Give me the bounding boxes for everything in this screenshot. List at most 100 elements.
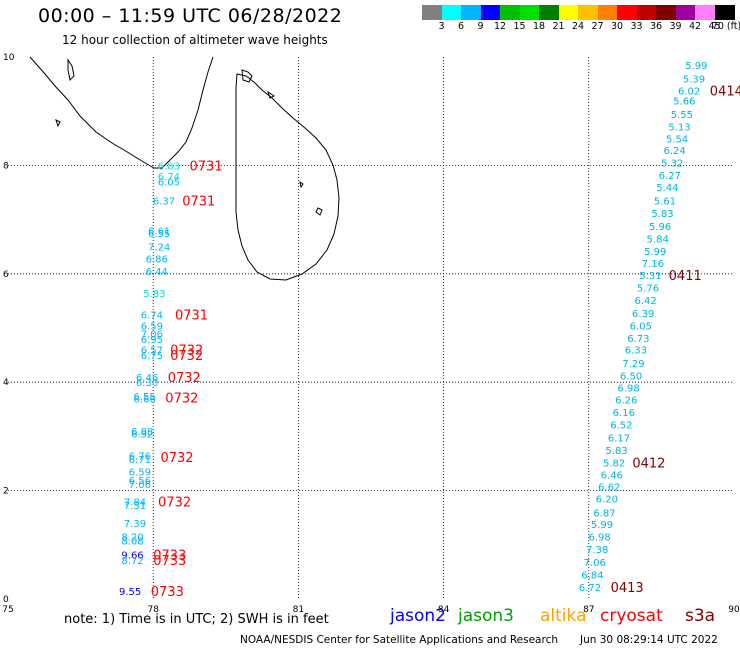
pass-time-label: 0733 — [153, 549, 186, 564]
wave-height-value: 7.16 — [642, 259, 664, 270]
wave-height-value: 6.59 — [141, 321, 163, 332]
wave-height-value: 6.61 — [148, 226, 170, 237]
color-swatch — [695, 5, 715, 20]
wave-height-value: 6.55 — [134, 392, 156, 403]
wave-height-value: 6.24 — [664, 146, 686, 157]
x-tick-label: 81 — [293, 605, 304, 615]
wave-height-value: 6.83 — [158, 161, 180, 172]
wave-height-value: 5.99 — [685, 61, 707, 72]
color-swatch — [519, 5, 540, 20]
wave-height-value: 6.62 — [598, 482, 620, 493]
color-scale-label: 12 — [493, 21, 507, 32]
x-tick-label: 87 — [583, 605, 594, 615]
coastline-india — [29, 56, 214, 169]
color-scale-label: 30 — [610, 21, 624, 32]
color-scale-label: 18 — [532, 21, 546, 32]
wave-height-value: 8.72 — [121, 556, 143, 567]
wave-height-value: 5.99 — [591, 520, 613, 531]
wave-height-value: 6.66 — [134, 394, 156, 405]
wave-height-value: 5.96 — [649, 222, 671, 233]
wave-height-value: 6.46 — [136, 373, 158, 384]
wave-height-value: 9.55 — [119, 587, 141, 598]
wave-height-value: 6.33 — [625, 346, 647, 357]
wave-height-value: 5.39 — [683, 75, 705, 86]
timestamp-text: Jun 30 08:29:14 UTC 2022 — [580, 634, 718, 646]
x-tick-label: 90 — [728, 605, 740, 615]
legend-s3a: s3a — [685, 606, 716, 626]
color-swatch — [656, 5, 676, 20]
wave-height-value: 7.51 — [124, 501, 146, 512]
pass-time-label: 0732 — [158, 495, 191, 510]
wave-height-value: 6.17 — [608, 433, 630, 444]
color-swatch — [558, 5, 579, 20]
y-tick-label: 6 — [3, 270, 9, 280]
color-scale-label: 36 — [649, 21, 663, 32]
wave-height-value: 5.44 — [656, 183, 678, 194]
grid-lines — [8, 57, 734, 599]
wave-height-value: 6.88 — [131, 427, 153, 438]
wave-height-value: 6.32 — [131, 430, 153, 441]
wave-height-value: 7.24 — [148, 243, 170, 254]
axes: 75 78 81 84 87 90 0 2 4 6 8 10 — [2, 53, 740, 615]
wave-height-value: 6.02 — [678, 87, 700, 98]
wave-height-value: 5.66 — [673, 96, 695, 107]
wave-height-value: 5.76 — [637, 283, 659, 294]
wave-height-value: 6.76 — [129, 451, 151, 462]
color-scale-label: 24 — [571, 21, 585, 32]
legend-jason3: jason3 — [458, 606, 514, 626]
color-swatch — [714, 5, 735, 20]
x-tick-label: 78 — [147, 605, 159, 615]
wave-height-value: 7.06 — [141, 329, 163, 340]
color-scale-label: 6 — [457, 21, 465, 32]
units-note: note: 1) Time is in UTC; 2) SWH is in fe… — [64, 612, 329, 627]
wave-height-value: 5.99 — [644, 247, 666, 258]
wave-height-value: 6.37 — [153, 197, 175, 208]
islands — [55, 58, 323, 216]
map-subtitle: 12 hour collection of altimeter wave hei… — [62, 33, 328, 47]
color-scale-label: 9 — [477, 21, 484, 32]
wave-height-value: 6.74 — [141, 310, 163, 321]
color-swatch — [500, 5, 520, 20]
x-tick-label: 75 — [2, 605, 13, 615]
wave-height-value: 6.57 — [141, 346, 163, 357]
color-scale-label: 39 — [669, 21, 682, 32]
pass-time-label: 0732 — [170, 344, 203, 359]
y-tick-label: 10 — [3, 53, 15, 63]
wave-height-value: 5.83 — [143, 289, 165, 300]
pass-time-label: 0413 — [611, 581, 644, 596]
pass-time-label: 0732 — [165, 391, 198, 406]
wave-height-value: 6.74 — [158, 172, 180, 183]
wave-height-value: 5.83 — [651, 209, 673, 220]
wave-height-value: 6.27 — [659, 171, 681, 182]
pass-time-label: 0733 — [153, 554, 186, 569]
wave-height-value: 8.08 — [121, 536, 143, 547]
wave-height-value: 6.50 — [620, 372, 642, 383]
wave-height-value: 7.39 — [124, 519, 146, 530]
wave-height-value: 6.86 — [146, 255, 168, 266]
wave-height-value: 6.98 — [618, 384, 640, 395]
color-scale-label: 70 (ft) — [711, 21, 740, 32]
wave-height-value: 5.82 — [603, 458, 625, 469]
color-scale-label: 45 — [708, 21, 721, 32]
wave-height-value: 6.56 — [129, 476, 151, 487]
credit-text: NOAA/NESDIS Center for Satellite Applica… — [240, 634, 558, 646]
wave-height-value: 6.98 — [588, 533, 610, 544]
wave-height-value: 7.84 — [124, 497, 146, 508]
wave-height-value: 6.87 — [593, 508, 615, 519]
wave-height-value: 8.20 — [121, 533, 143, 544]
color-swatch — [617, 5, 637, 20]
wave-height-value: 6.72 — [579, 583, 601, 594]
y-tick-label: 0 — [3, 595, 9, 605]
wave-height-value: 6.71 — [129, 455, 151, 466]
x-tick-label: 84 — [438, 605, 450, 615]
coastline-sri-lanka — [235, 69, 340, 281]
color-swatch — [461, 5, 481, 20]
wave-height-value: 6.84 — [581, 571, 603, 582]
pass-time-label: 0414 — [710, 85, 740, 100]
wave-height-value: 6.52 — [610, 420, 632, 431]
wave-height-value: 6.05 — [630, 321, 652, 332]
wave-height-value: 9.66 — [121, 551, 143, 562]
wave-height-value: 6.95 — [141, 335, 163, 346]
wave-height-value: 6.75 — [141, 351, 163, 362]
